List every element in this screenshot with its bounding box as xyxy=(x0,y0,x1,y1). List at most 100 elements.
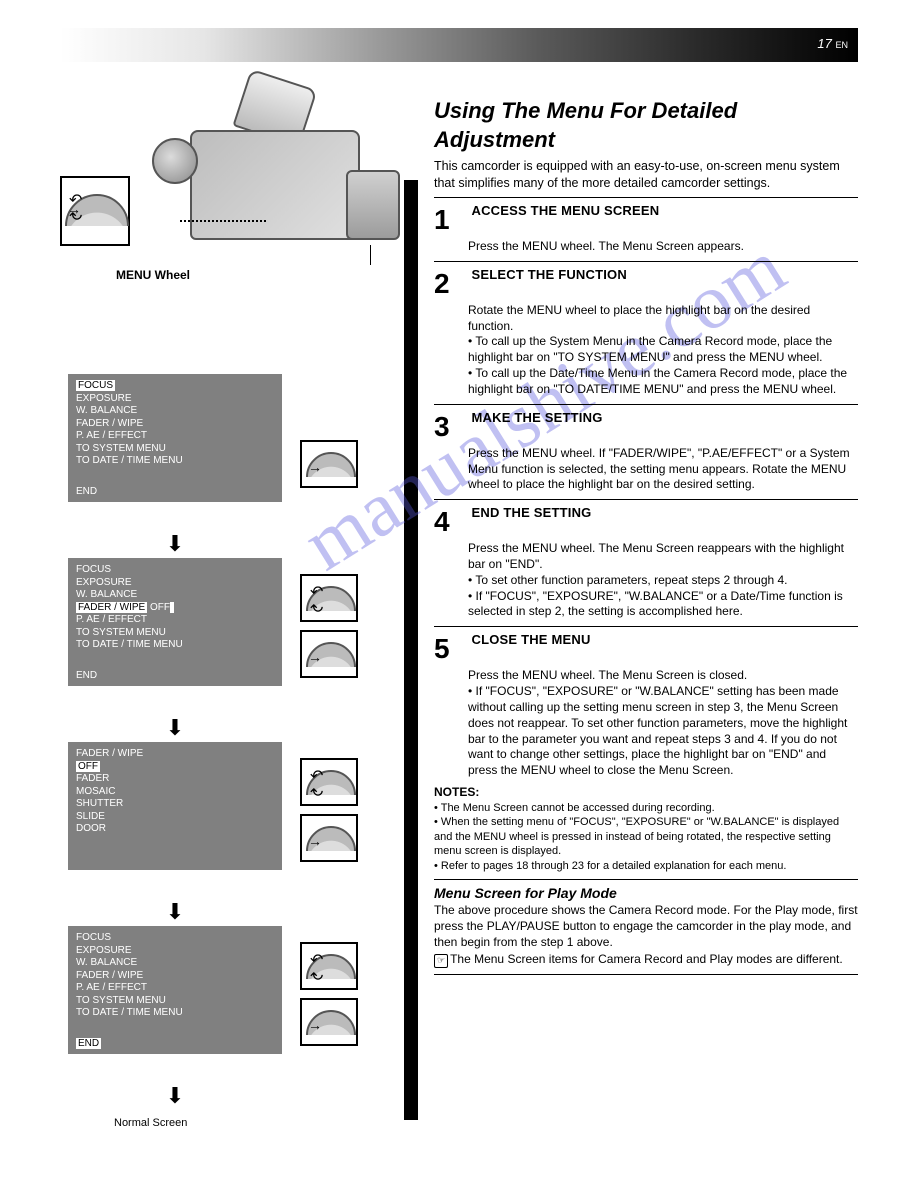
step-heading: MAKE THE SETTING xyxy=(471,410,602,425)
step-2: 2 SELECT THE FUNCTION Rotate the MENU wh… xyxy=(434,266,858,398)
menu-line: EXPOSURE xyxy=(76,577,274,590)
rule xyxy=(434,626,858,627)
menu-line: FOCUS xyxy=(76,564,274,577)
rotate-dial-icon: ↶↶ xyxy=(300,758,358,806)
menu-line: TO SYSTEM MENU xyxy=(76,995,274,1008)
step-bullet: • If "FOCUS", "EXPOSURE", "W.BALANCE" or… xyxy=(468,589,858,621)
page-number-suffix: EN xyxy=(835,40,848,50)
step-1: 1 ACCESS THE MENU SCREEN Press the MENU … xyxy=(434,202,858,255)
rule xyxy=(434,261,858,262)
step-number: 1 xyxy=(434,202,468,239)
menu-line: FADER / WIPE xyxy=(76,970,274,983)
step-body: Rotate the MENU wheel to place the highl… xyxy=(468,303,858,335)
menu-line: TO SYSTEM MENU xyxy=(76,443,274,456)
menu-line: W. BALANCE xyxy=(76,405,274,418)
page-number-value: 17 xyxy=(817,36,831,51)
menu-line: TO SYSTEM MENU xyxy=(76,627,274,640)
notes-list: • The Menu Screen cannot be accessed dur… xyxy=(434,801,858,874)
bullet-text: If "FOCUS", "EXPOSURE", "W.BALANCE" or a… xyxy=(468,589,843,619)
down-arrow-icon: ⬇ xyxy=(68,715,282,741)
menu-footer: END xyxy=(76,1038,101,1051)
menu-screen: FOCUSEXPOSUREW. BALANCEFADER / WIPEP. AE… xyxy=(68,926,282,1054)
press-dial-icon: → xyxy=(300,998,358,1046)
press-dial-icon: → xyxy=(300,814,358,862)
rule xyxy=(434,879,858,880)
step-heading: SELECT THE FUNCTION xyxy=(471,267,626,282)
step-bullet: • To set other function parameters, repe… xyxy=(468,573,858,589)
rotate-dial-icon: ↶↶ xyxy=(300,574,358,622)
step-body: Press the MENU wheel. The Menu Screen ap… xyxy=(468,239,858,255)
step-body: Press the MENU wheel. The Menu Screen re… xyxy=(468,541,858,573)
step-body: Press the MENU wheel. The Menu Screen is… xyxy=(468,668,858,684)
down-arrow-icon: ⬇ xyxy=(68,899,282,925)
rule xyxy=(434,197,858,198)
menu-wheel-label: MENU Wheel xyxy=(116,268,190,282)
step-heading: CLOSE THE MENU xyxy=(471,632,590,647)
step-number: 2 xyxy=(434,266,468,303)
menu-line: MOSAIC xyxy=(76,786,274,799)
rule xyxy=(434,974,858,975)
subsection-text: The Menu Screen items for Camera Record … xyxy=(450,952,843,966)
down-arrow-icon: ⬇ xyxy=(68,1083,282,1109)
note-text: Refer to pages 18 through 23 for a detai… xyxy=(441,860,787,872)
menu-line: P. AE / EFFECT xyxy=(76,614,274,627)
subsection-heading: Menu Screen for Play Mode xyxy=(434,884,858,902)
menu-footer: END xyxy=(76,670,97,683)
menu-line: TO DATE / TIME MENU xyxy=(76,1007,274,1020)
step-bullet: • To call up the System Menu in the Came… xyxy=(468,334,858,366)
step-3: 3 MAKE THE SETTING Press the MENU wheel.… xyxy=(434,409,858,493)
section-title: Using The Menu For Detailed Adjustment xyxy=(434,96,858,154)
note-text: The Menu Screen cannot be accessed durin… xyxy=(441,802,715,814)
normal-screen-label: Normal Screen xyxy=(114,1117,282,1129)
step-5: 5 CLOSE THE MENU Press the MENU wheel. T… xyxy=(434,631,858,779)
bullet-text: To set other function parameters, repeat… xyxy=(475,573,787,587)
note-text: When the setting menu of "FOCUS", "EXPOS… xyxy=(434,816,839,857)
menu-line: P. AE / EFFECT xyxy=(76,430,274,443)
subsection-body: The above procedure shows the Camera Rec… xyxy=(434,903,858,950)
menu-line: W. BALANCE xyxy=(76,957,274,970)
camcorder-illustration xyxy=(140,70,390,270)
menu-line: FOCUS xyxy=(76,932,274,945)
bullet-text: If "FOCUS", "EXPOSURE" or "W.BALANCE" se… xyxy=(468,684,847,777)
menu-line: FOCUS xyxy=(76,380,274,393)
step-heading: ACCESS THE MENU SCREEN xyxy=(471,203,659,218)
menu-line: DOOR xyxy=(76,823,274,836)
down-arrow-icon: ⬇ xyxy=(68,531,282,557)
menu-line: W. BALANCE xyxy=(76,589,274,602)
step-4: 4 END THE SETTING Press the MENU wheel. … xyxy=(434,504,858,620)
menu-line: P. AE / EFFECT xyxy=(76,982,274,995)
menu-line: TO DATE / TIME MENU xyxy=(76,639,274,652)
step-heading: END THE SETTING xyxy=(471,505,591,520)
step-bullet: • If "FOCUS", "EXPOSURE" or "W.BALANCE" … xyxy=(468,684,858,779)
press-dial-icon: → xyxy=(300,630,358,678)
page-number: 17 EN xyxy=(817,36,848,51)
press-dial-icon: → xyxy=(300,440,358,488)
subsection-body: ☞The Menu Screen items for Camera Record… xyxy=(434,952,858,968)
step-number: 3 xyxy=(434,409,468,446)
menu-line: FADER / WIPE xyxy=(76,418,274,431)
bullet-text: To call up the System Menu in the Camera… xyxy=(468,334,832,364)
menu-wheel-callout-icon: →↶↶ xyxy=(60,176,130,246)
notes-heading: NOTES: xyxy=(434,785,858,801)
menu-line: FADER xyxy=(76,773,274,786)
step-number: 5 xyxy=(434,631,468,668)
menu-line: SLIDE xyxy=(76,811,274,824)
step-bullet: • To call up the Date/Time Menu in the C… xyxy=(468,366,858,398)
rule xyxy=(434,499,858,500)
menu-line: OFF xyxy=(76,761,274,774)
menu-line: EXPOSURE xyxy=(76,393,274,406)
rotate-dial-icon: ↶↶ xyxy=(300,942,358,990)
menu-footer: END xyxy=(76,486,97,499)
menu-screen: FADER / WIPE OFF FADER MOSAIC SHUTTER SL… xyxy=(68,742,282,870)
menu-line: FADER / WIPE xyxy=(76,748,274,761)
menu-line: FADER / WIPE OFF xyxy=(76,602,274,615)
column-divider xyxy=(404,180,418,1120)
bullet-text: To call up the Date/Time Menu in the Cam… xyxy=(468,366,847,396)
step-number: 4 xyxy=(434,504,468,541)
reference-icon: ☞ xyxy=(434,954,448,968)
header-gradient-bar xyxy=(60,28,858,62)
step-body: Press the MENU wheel. If "FADER/WIPE", "… xyxy=(468,446,858,493)
rule xyxy=(434,404,858,405)
section-purpose: This camcorder is equipped with an easy-… xyxy=(434,158,858,191)
menu-screen: FOCUSEXPOSUREW. BALANCEFADER / WIPEP. AE… xyxy=(68,374,282,502)
